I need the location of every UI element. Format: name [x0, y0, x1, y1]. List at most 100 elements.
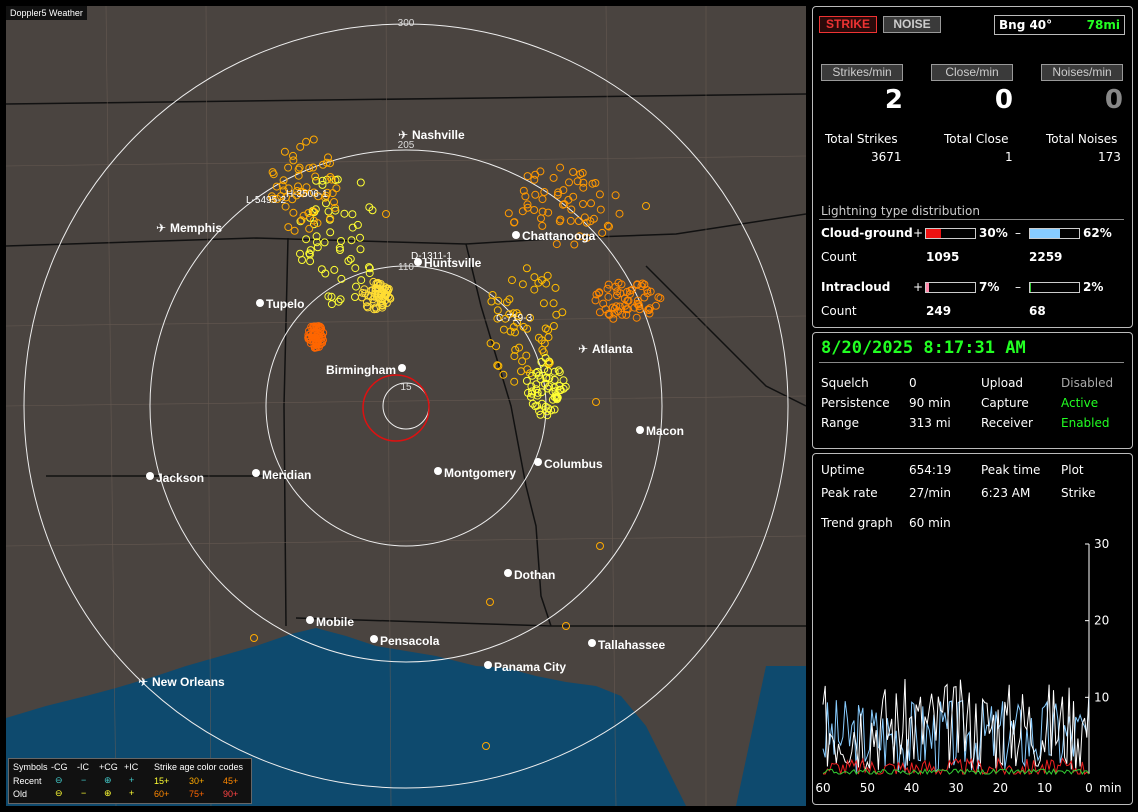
persistence-label: Persistence [821, 396, 890, 410]
x-tick-label: 50 [860, 781, 875, 795]
strike-marker [337, 274, 346, 283]
total-noises-label: Total Noises [1046, 132, 1118, 146]
ic-negative-bar [1029, 282, 1080, 293]
strike-marker [555, 368, 564, 377]
city-dot-huntsville [414, 258, 422, 266]
strike-marker [523, 200, 532, 209]
strike-marker [615, 302, 624, 311]
strike-marker [518, 280, 527, 289]
peak-rate-label: Peak rate [821, 486, 878, 500]
strike-button[interactable]: STRIKE [819, 16, 877, 33]
close-per-min-button[interactable]: Close/min [931, 64, 1013, 81]
city-nashville: Nashville [412, 128, 465, 142]
cg-count-label: Count [821, 250, 857, 264]
strike-marker [531, 190, 540, 199]
track-label: C-719-3 [496, 313, 533, 324]
strikes-per-min-button[interactable]: Strikes/min [821, 64, 903, 81]
strike-marker [305, 250, 314, 259]
strike-marker [595, 289, 603, 298]
strike-marker [331, 206, 340, 215]
strike-marker [523, 324, 532, 333]
strike-marker [365, 269, 374, 278]
strike-marker [521, 192, 530, 201]
strike-marker [591, 296, 600, 305]
strike-marker [384, 292, 393, 301]
ic-positive-pct: 7% [979, 280, 1000, 294]
strike-marker [313, 243, 322, 252]
noises-per-min-button[interactable]: Noises/min [1041, 64, 1123, 81]
intracloud-label: Intracloud [821, 280, 891, 294]
strike-marker [603, 284, 612, 293]
strike-marker [635, 305, 644, 314]
legend-plus-cg-icon: ⊕ [104, 788, 112, 798]
plot-value[interactable]: Strike [1061, 486, 1096, 500]
strike-marker [550, 375, 559, 384]
strike-marker [565, 178, 573, 187]
strike-marker [330, 198, 338, 206]
strike-marker [384, 286, 392, 295]
strike-marker [626, 290, 634, 298]
cg-negative-bar [1029, 228, 1080, 239]
legend-age: 15+ [154, 776, 170, 786]
strike-marker [297, 187, 306, 196]
strike-marker [536, 375, 545, 384]
x-unit-label: min [1099, 781, 1122, 795]
strike-marker [326, 228, 335, 237]
strike-marker [579, 183, 588, 192]
strike-marker [530, 206, 539, 214]
status-panel: 8/20/2025 8:17:31 AM Squelch 0 Upload Di… [812, 332, 1133, 449]
strike-marker [493, 361, 502, 370]
lightning-map[interactable]: 15 110 205 300 Nashville Memphis Chattan… [6, 6, 806, 806]
strike-marker [533, 401, 542, 410]
strike-marker [328, 189, 337, 198]
city-dot-dothan [504, 569, 512, 577]
strike-marker [347, 236, 356, 245]
trend-graph-value[interactable]: 60 min [909, 516, 951, 530]
strike-marker [296, 249, 304, 258]
strike-marker [312, 176, 321, 185]
symbol-legend: Symbols -CG -IC +CG +IC Strike age color… [8, 758, 252, 804]
strike-marker [482, 742, 490, 750]
map-canvas[interactable]: 15 110 205 300 Nashville Memphis Chattan… [6, 6, 806, 806]
strike-marker [635, 302, 644, 311]
trend-line-cg-positive [823, 756, 1090, 776]
total-close-label: Total Close [944, 132, 1009, 146]
city-dot-tallahassee [588, 639, 596, 647]
strike-marker [552, 240, 561, 249]
strike-marker [366, 292, 375, 300]
strike-marker [284, 163, 293, 172]
strike-marker [610, 309, 619, 318]
track-label: H-3506-1 [286, 189, 328, 200]
track-label: D-1311-1 [411, 251, 452, 262]
strike-marker [536, 410, 545, 419]
total-close-value: 1 [1005, 150, 1013, 164]
strike-marker [378, 301, 387, 310]
strike-marker [296, 142, 305, 151]
strike-marker [314, 192, 323, 201]
ic-positive-bar [925, 282, 976, 293]
strike-marker [633, 296, 642, 305]
strike-marker [554, 366, 563, 375]
strike-marker [288, 195, 297, 204]
strike-marker [327, 300, 336, 309]
city-huntsville: Huntsville [424, 256, 482, 270]
strike-marker [523, 365, 532, 374]
strike-marker [582, 218, 591, 227]
strike-marker [575, 232, 584, 241]
x-tick-label: 40 [904, 781, 919, 795]
strike-marker [302, 183, 311, 192]
strike-marker [645, 309, 654, 318]
strike-marker [553, 393, 562, 402]
noise-button[interactable]: NOISE [883, 16, 941, 33]
strike-marker [509, 323, 518, 331]
strike-marker [596, 542, 604, 550]
strike-marker [322, 158, 331, 167]
strike-marker [322, 199, 330, 208]
storm-track-labels: H-3506-1 L-5495-2 D-1311-1 C-719-3 [246, 189, 533, 324]
strike-marker [486, 598, 494, 606]
strike-marker [626, 286, 635, 295]
strike-marker [549, 173, 558, 182]
strike-marker [528, 387, 537, 396]
trend-line-cg-negative [822, 699, 1090, 774]
receiver-label: Receiver [981, 416, 1033, 430]
